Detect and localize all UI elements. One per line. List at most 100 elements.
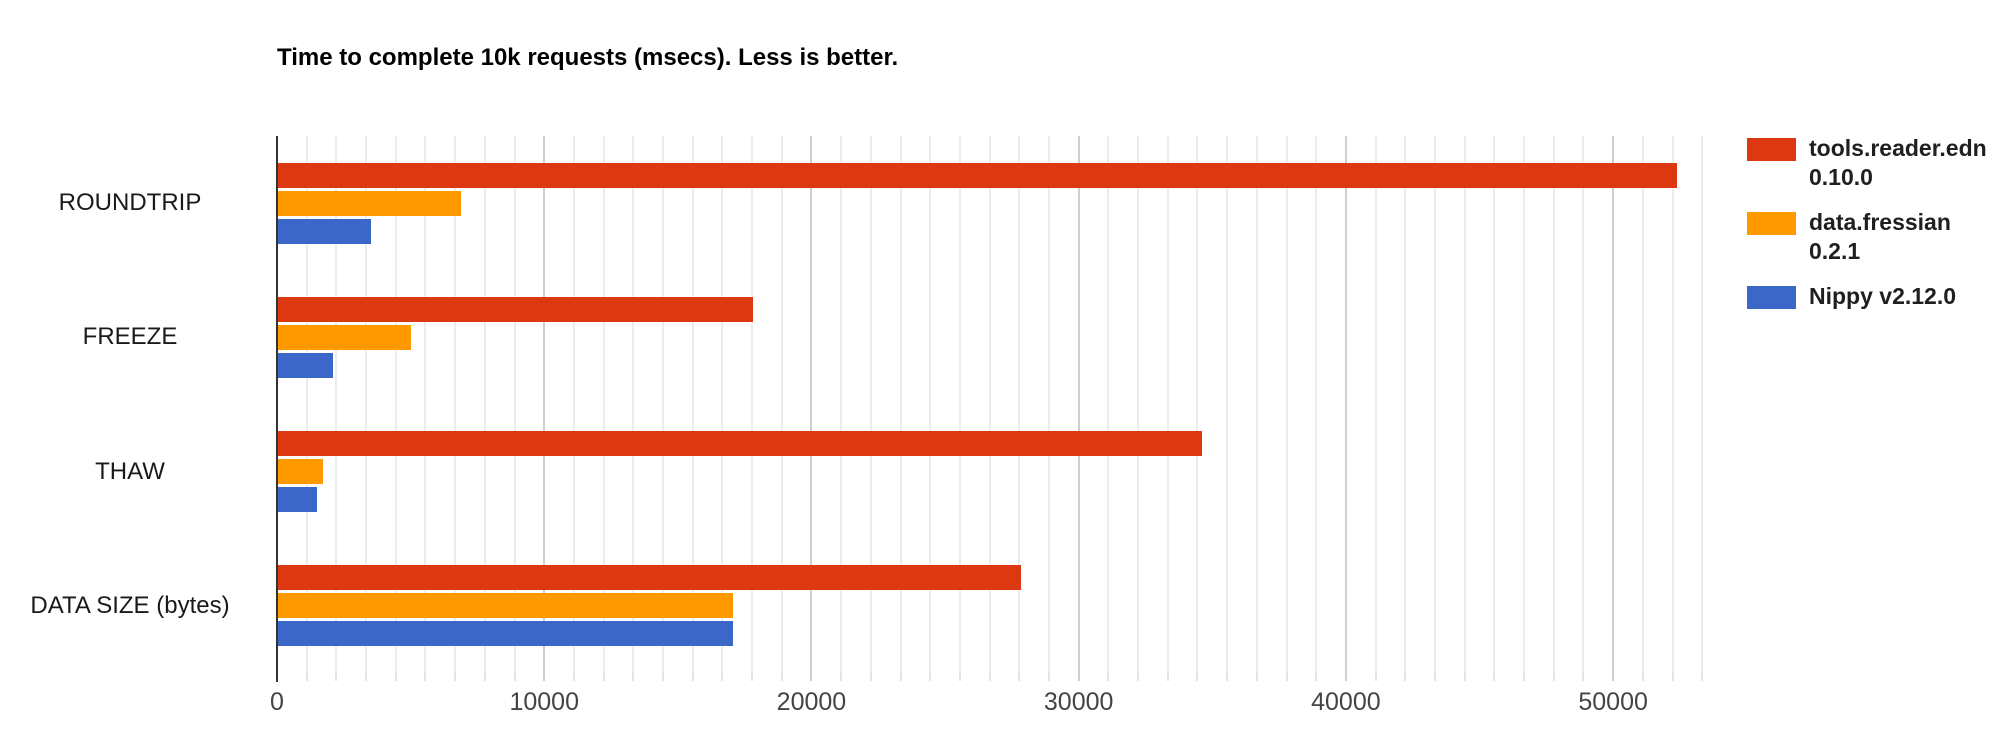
minor-gridline	[1166, 136, 1169, 673]
minor-gridline	[1582, 136, 1585, 673]
bar-thaw-nippy-v2-12-0[interactable]	[277, 487, 318, 513]
bar-data-size-bytes-tools-reader-edn-0-10-0[interactable]	[277, 565, 1022, 591]
minor-gridline	[1137, 136, 1140, 673]
axis-tick	[1137, 673, 1140, 681]
axis-tick	[1641, 673, 1644, 681]
minor-gridline	[335, 136, 338, 673]
bar-thaw-tools-reader-edn-0-10-0[interactable]	[277, 431, 1202, 457]
x-axis-labels: 0 10000 20000 30000 40000 50000	[270, 688, 1712, 720]
x-axis-label-20000: 20000	[776, 688, 847, 716]
x-axis-label-30000: 30000	[1043, 688, 1114, 716]
axis-tick	[483, 673, 486, 681]
axis-tick	[1612, 673, 1615, 681]
bar-roundtrip-data-fressian-0-2-1[interactable]	[277, 190, 462, 216]
major-gridline	[1344, 136, 1347, 673]
axis-tick	[572, 673, 575, 681]
minor-gridline	[929, 136, 932, 673]
axis-tick	[1671, 673, 1674, 681]
axis-tick	[1166, 673, 1169, 681]
bar-freeze-nippy-v2-12-0[interactable]	[277, 352, 334, 378]
axis-tick	[1047, 673, 1050, 681]
minor-gridline	[572, 136, 575, 673]
minor-gridline	[1433, 136, 1436, 673]
axis-tick	[1196, 673, 1199, 681]
minor-gridline	[1315, 136, 1318, 673]
axis-tick	[1018, 673, 1021, 681]
axis-tick	[958, 673, 961, 681]
category-label-data-size-bytes: DATA SIZE (bytes)	[30, 591, 230, 619]
minor-gridline	[1018, 136, 1021, 673]
major-gridline	[1612, 136, 1615, 673]
legend-item-tools-reader-edn-0-10-0: tools.reader.edn 0.10.0	[1747, 134, 2002, 192]
axis-tick	[691, 673, 694, 681]
category-label-thaw: THAW	[95, 457, 165, 485]
minor-gridline	[513, 136, 516, 673]
bar-group-thaw	[277, 405, 1712, 539]
axis-tick	[1582, 673, 1585, 681]
bar-group-freeze	[277, 270, 1712, 404]
minor-gridline	[424, 136, 427, 673]
axis-tick	[810, 673, 813, 681]
chart-title: Time to complete 10k requests (msecs). L…	[277, 44, 899, 71]
category-label-roundtrip: ROUNDTRIP	[58, 189, 202, 217]
bar-data-size-bytes-data-fressian-0-2-1[interactable]	[277, 593, 733, 619]
axis-tick	[1463, 673, 1466, 681]
axis-tick	[602, 673, 605, 681]
minor-gridline	[305, 136, 308, 673]
bar-freeze-data-fressian-0-2-1[interactable]	[277, 324, 411, 350]
legend-label-nippy-v2-12-0: Nippy v2.12.0	[1809, 283, 1957, 309]
axis-tick	[424, 673, 427, 681]
axis-tick	[988, 673, 991, 681]
minor-gridline	[483, 136, 486, 673]
minor-gridline	[1226, 136, 1229, 673]
minor-gridline	[751, 136, 754, 673]
minor-gridline	[1463, 136, 1466, 673]
axis-tick	[840, 673, 843, 681]
bar-roundtrip-nippy-v2-12-0[interactable]	[277, 218, 371, 244]
legend-item-data-fressian-0-2-1: data.fressian 0.2.1	[1747, 208, 2002, 266]
minor-gridline	[721, 136, 724, 673]
axis-tick	[1493, 673, 1496, 681]
axis-tick	[1433, 673, 1436, 681]
axis-tick	[1107, 673, 1110, 681]
minor-gridline	[958, 136, 961, 673]
axis-tick	[335, 673, 338, 681]
minor-gridline	[691, 136, 694, 673]
minor-gridline	[1047, 136, 1050, 673]
minor-gridline	[1493, 136, 1496, 673]
axis-tick	[1315, 673, 1318, 681]
axis-tick	[899, 673, 902, 681]
minor-gridline	[1404, 136, 1407, 673]
bar-roundtrip-tools-reader-edn-0-10-0[interactable]	[277, 162, 1678, 188]
axis-tick	[1226, 673, 1229, 681]
axis-tick	[394, 673, 397, 681]
axis-tick	[632, 673, 635, 681]
bar-data-size-bytes-nippy-v2-12-0[interactable]	[277, 621, 733, 647]
axis-tick	[1344, 673, 1347, 681]
bar-thaw-data-fressian-0-2-1[interactable]	[277, 459, 323, 485]
axis-tick	[869, 673, 872, 681]
legend-swatch-data-fressian-0-2-1	[1747, 212, 1796, 235]
legend: tools.reader.edn 0.10.0 data.fressian 0.2.1…	[1747, 134, 2002, 311]
axis-tick	[929, 673, 932, 681]
bar-group-roundtrip	[277, 136, 1712, 270]
legend-swatch-nippy-v2-12-0	[1747, 286, 1796, 309]
minor-gridline	[1196, 136, 1199, 673]
axis-tick	[1255, 673, 1258, 681]
axis-tick	[780, 673, 783, 681]
x-axis-label-40000: 40000	[1311, 688, 1381, 716]
minor-gridline	[1285, 136, 1288, 673]
axis-tick	[751, 673, 754, 681]
axis-tick	[513, 673, 516, 681]
axis-tick	[1404, 673, 1407, 681]
category-label-freeze: FREEZE	[82, 323, 178, 351]
x-axis-label-0: 0	[270, 688, 284, 716]
x-axis-label-10000: 10000	[509, 688, 579, 716]
bar-freeze-tools-reader-edn-0-10-0[interactable]	[277, 296, 753, 322]
minor-gridline	[632, 136, 635, 673]
axis-tick	[1701, 673, 1704, 681]
axis-tick	[661, 673, 664, 681]
minor-gridline	[840, 136, 843, 673]
minor-gridline	[454, 136, 457, 673]
